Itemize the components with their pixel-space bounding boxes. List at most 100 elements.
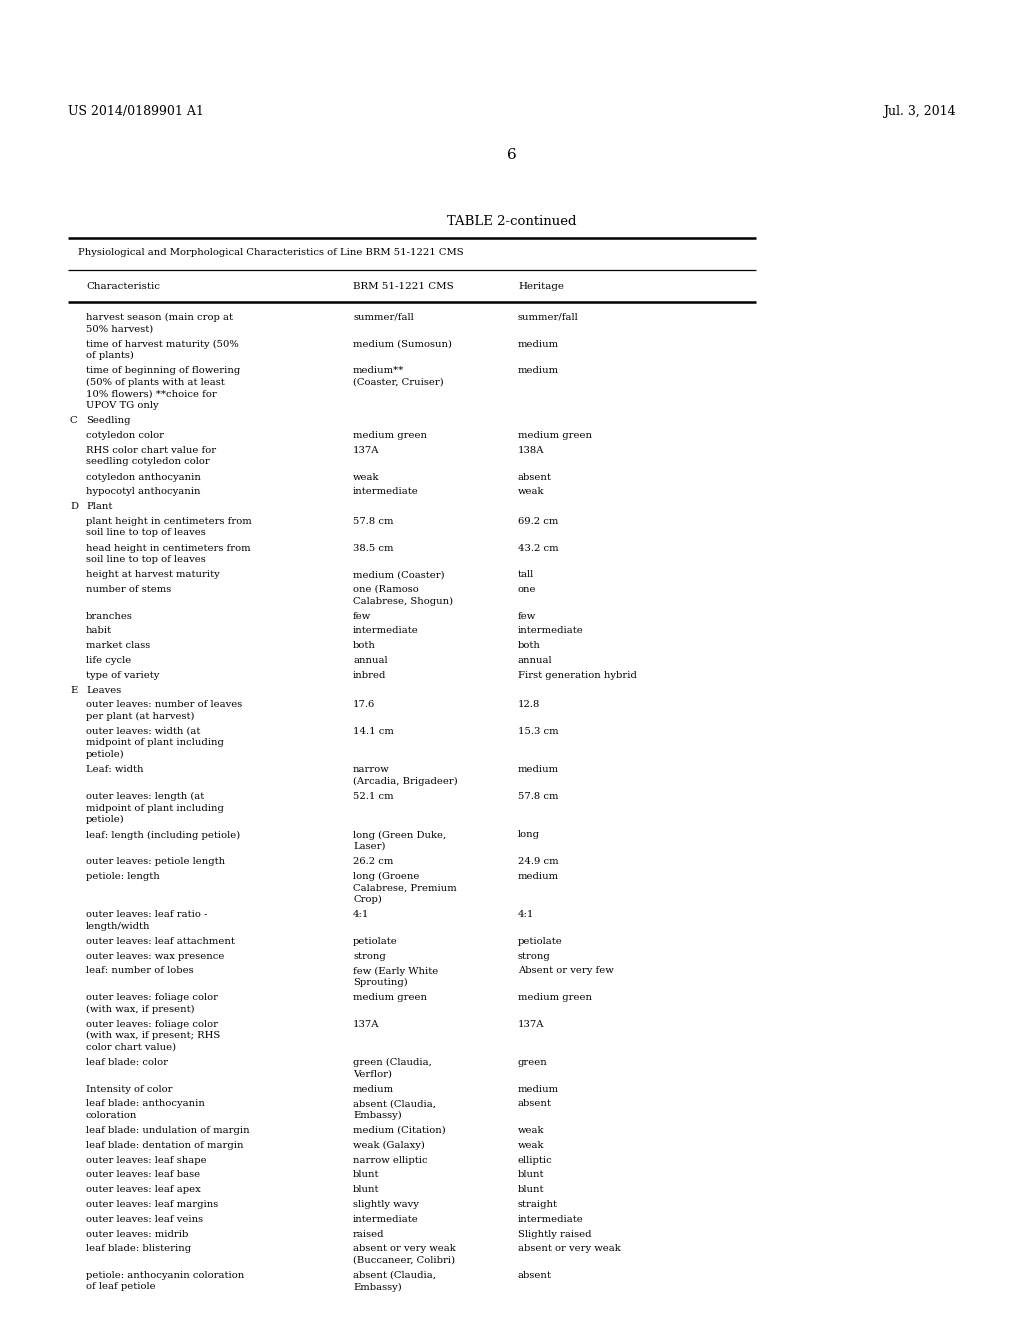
Text: leaf: number of lobes: leaf: number of lobes: [86, 966, 194, 975]
Text: 137A: 137A: [518, 1019, 545, 1028]
Text: weak: weak: [518, 1126, 545, 1135]
Text: leaf blade: anthocyanin
coloration: leaf blade: anthocyanin coloration: [86, 1100, 205, 1119]
Text: cotyledon anthocyanin: cotyledon anthocyanin: [86, 473, 201, 482]
Text: 137A: 137A: [353, 1019, 380, 1028]
Text: outer leaves: midrib: outer leaves: midrib: [86, 1230, 188, 1238]
Text: 43.2 cm: 43.2 cm: [518, 544, 559, 553]
Text: slightly wavy: slightly wavy: [353, 1200, 419, 1209]
Text: tall: tall: [518, 570, 535, 579]
Text: medium (Coaster): medium (Coaster): [353, 570, 444, 579]
Text: one (Ramoso
Calabrese, Shogun): one (Ramoso Calabrese, Shogun): [353, 585, 454, 606]
Text: weak (Galaxy): weak (Galaxy): [353, 1140, 425, 1150]
Text: both: both: [518, 642, 541, 651]
Text: life cycle: life cycle: [86, 656, 131, 665]
Text: Slightly raised: Slightly raised: [518, 1230, 592, 1238]
Text: 69.2 cm: 69.2 cm: [518, 517, 558, 525]
Text: strong: strong: [518, 952, 551, 961]
Text: narrow elliptic: narrow elliptic: [353, 1155, 428, 1164]
Text: First generation hybrid: First generation hybrid: [518, 671, 637, 680]
Text: Seedling: Seedling: [86, 416, 130, 425]
Text: petiolate: petiolate: [353, 937, 397, 946]
Text: outer leaves: foliage color
(with wax, if present; RHS
color chart value): outer leaves: foliage color (with wax, i…: [86, 1019, 220, 1052]
Text: 57.8 cm: 57.8 cm: [353, 517, 393, 525]
Text: D: D: [70, 502, 78, 511]
Text: petiole: length: petiole: length: [86, 871, 160, 880]
Text: absent (Claudia,
Embassy): absent (Claudia, Embassy): [353, 1271, 436, 1291]
Text: annual: annual: [518, 656, 553, 665]
Text: number of stems: number of stems: [86, 585, 171, 594]
Text: leaf: length (including petiole): leaf: length (including petiole): [86, 830, 241, 840]
Text: 57.8 cm: 57.8 cm: [518, 792, 558, 801]
Text: medium: medium: [518, 1085, 559, 1093]
Text: 15.3 cm: 15.3 cm: [518, 727, 559, 737]
Text: leaf blade: color: leaf blade: color: [86, 1059, 168, 1067]
Text: weak: weak: [353, 473, 380, 482]
Text: absent or very weak: absent or very weak: [518, 1245, 621, 1254]
Text: outer leaves: leaf base: outer leaves: leaf base: [86, 1171, 200, 1179]
Text: annual: annual: [353, 656, 388, 665]
Text: medium: medium: [353, 1085, 394, 1093]
Text: Physiological and Morphological Characteristics of Line BRM 51-1221 CMS: Physiological and Morphological Characte…: [78, 248, 464, 257]
Text: absent: absent: [518, 473, 552, 482]
Text: outer leaves: petiole length: outer leaves: petiole length: [86, 857, 225, 866]
Text: absent (Claudia,
Embassy): absent (Claudia, Embassy): [353, 1100, 436, 1119]
Text: 52.1 cm: 52.1 cm: [353, 792, 393, 801]
Text: 138A: 138A: [518, 446, 545, 455]
Text: Characteristic: Characteristic: [86, 282, 160, 290]
Text: outer leaves: length (at
midpoint of plant including
petiole): outer leaves: length (at midpoint of pla…: [86, 792, 224, 824]
Text: outer leaves: leaf attachment: outer leaves: leaf attachment: [86, 937, 234, 946]
Text: head height in centimeters from
soil line to top of leaves: head height in centimeters from soil lin…: [86, 544, 251, 564]
Text: Absent or very few: Absent or very few: [518, 966, 613, 975]
Text: outer leaves: leaf shape: outer leaves: leaf shape: [86, 1155, 207, 1164]
Text: 4:1: 4:1: [353, 911, 370, 919]
Text: time of harvest maturity (50%
of plants): time of harvest maturity (50% of plants): [86, 339, 239, 360]
Text: RHS color chart value for
seedling cotyledon color: RHS color chart value for seedling cotyl…: [86, 446, 216, 466]
Text: habit: habit: [86, 627, 112, 635]
Text: 12.8: 12.8: [518, 701, 541, 709]
Text: few: few: [353, 611, 372, 620]
Text: 137A: 137A: [353, 446, 380, 455]
Text: petiolate: petiolate: [518, 937, 563, 946]
Text: 6: 6: [507, 148, 517, 162]
Text: intermediate: intermediate: [353, 627, 419, 635]
Text: intermediate: intermediate: [518, 1214, 584, 1224]
Text: 17.6: 17.6: [353, 701, 375, 709]
Text: Intensity of color: Intensity of color: [86, 1085, 172, 1093]
Text: medium green: medium green: [518, 432, 592, 440]
Text: type of variety: type of variety: [86, 671, 160, 680]
Text: strong: strong: [353, 952, 386, 961]
Text: elliptic: elliptic: [518, 1155, 553, 1164]
Text: medium: medium: [518, 766, 559, 775]
Text: medium**
(Coaster, Cruiser): medium** (Coaster, Cruiser): [353, 366, 443, 387]
Text: one: one: [518, 585, 537, 594]
Text: medium (Sumosun): medium (Sumosun): [353, 339, 452, 348]
Text: blunt: blunt: [518, 1171, 545, 1179]
Text: blunt: blunt: [353, 1185, 380, 1195]
Text: summer/fall: summer/fall: [353, 313, 414, 322]
Text: branches: branches: [86, 611, 133, 620]
Text: narrow
(Arcadia, Brigadeer): narrow (Arcadia, Brigadeer): [353, 766, 458, 785]
Text: medium: medium: [518, 871, 559, 880]
Text: green: green: [518, 1059, 548, 1067]
Text: Plant: Plant: [86, 502, 113, 511]
Text: US 2014/0189901 A1: US 2014/0189901 A1: [68, 106, 204, 117]
Text: 26.2 cm: 26.2 cm: [353, 857, 393, 866]
Text: outer leaves: width (at
midpoint of plant including
petiole): outer leaves: width (at midpoint of plan…: [86, 727, 224, 759]
Text: medium green: medium green: [353, 432, 427, 440]
Text: absent: absent: [518, 1271, 552, 1280]
Text: long (Green Duke,
Laser): long (Green Duke, Laser): [353, 830, 446, 851]
Text: absent: absent: [518, 1100, 552, 1109]
Text: medium: medium: [518, 366, 559, 375]
Text: 4:1: 4:1: [518, 911, 535, 919]
Text: outer leaves: wax presence: outer leaves: wax presence: [86, 952, 224, 961]
Text: blunt: blunt: [353, 1171, 380, 1179]
Text: 14.1 cm: 14.1 cm: [353, 727, 394, 737]
Text: intermediate: intermediate: [353, 1214, 419, 1224]
Text: BRM 51-1221 CMS: BRM 51-1221 CMS: [353, 282, 454, 290]
Text: Leaf: width: Leaf: width: [86, 766, 143, 775]
Text: Leaves: Leaves: [86, 685, 121, 694]
Text: long (Groene
Calabrese, Premium
Crop): long (Groene Calabrese, Premium Crop): [353, 871, 457, 904]
Text: medium (Citation): medium (Citation): [353, 1126, 445, 1135]
Text: intermediate: intermediate: [518, 627, 584, 635]
Text: Heritage: Heritage: [518, 282, 564, 290]
